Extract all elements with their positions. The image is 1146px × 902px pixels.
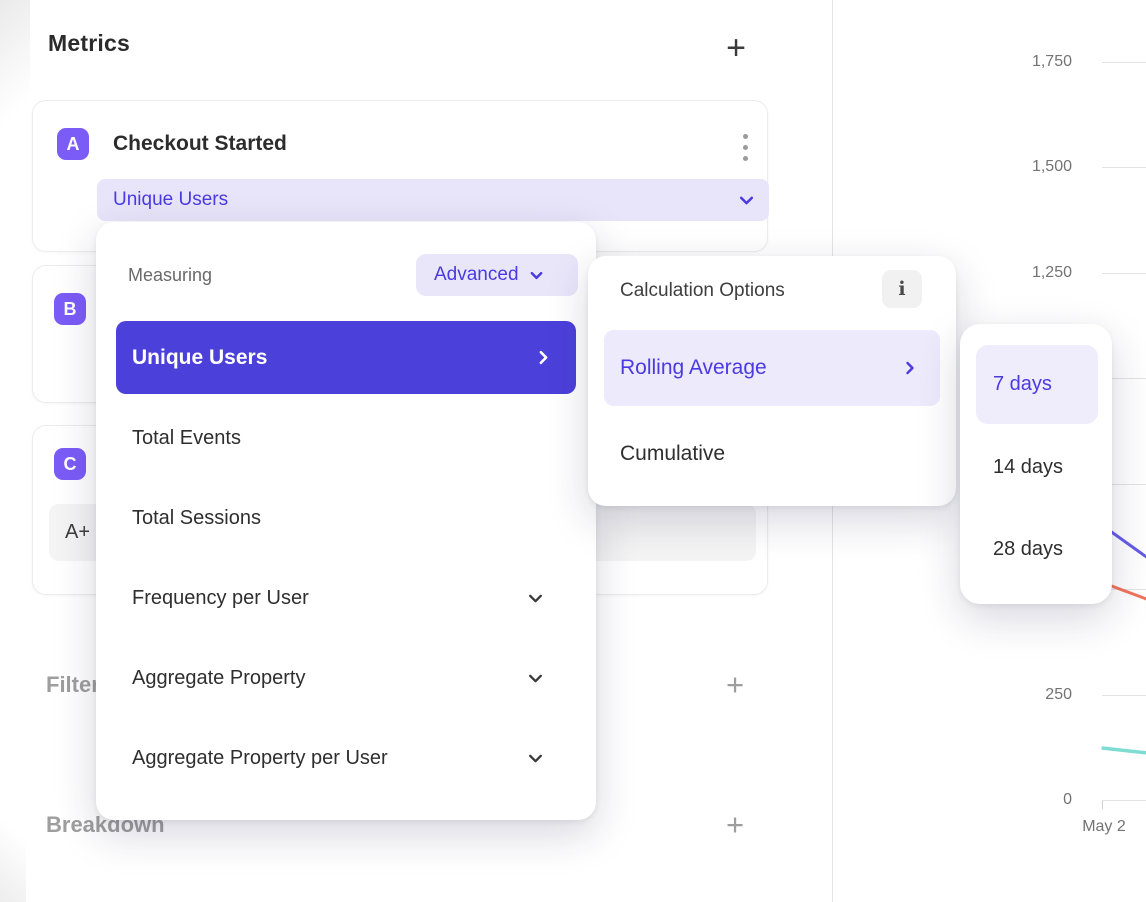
chevron-down-icon [738,192,755,209]
menu-item-total-events[interactable]: Total Events [132,426,241,449]
y-tick-label: 250 [1045,685,1072,703]
measuring-mode-value: Advanced [434,264,519,285]
measurement-select[interactable]: Unique Users [97,179,769,221]
measuring-mode-dropdown[interactable]: Advanced [416,254,578,296]
chevron-down-icon [529,268,544,283]
measuring-label: Measuring [128,265,213,285]
menu-item-unique-users[interactable]: Unique Users [116,321,576,394]
y-tick-label: 1,500 [1031,158,1072,176]
metric-b-badge: B [54,293,86,325]
page-edge-fade-bottom [0,812,26,902]
chevron-down-icon [527,750,544,767]
measurement-select-value: Unique Users [113,189,229,210]
chevron-down-icon [527,670,544,687]
gridline-1750 [1102,62,1146,63]
info-icon[interactable]: i [882,270,922,308]
page-title: Metrics [48,30,130,56]
chevron-right-icon [902,360,918,376]
metric-c-formula-value: A+ [65,521,91,543]
metric-c-badge: C [54,448,86,480]
add-metric-button[interactable]: + [726,29,746,67]
menu-item-7-days[interactable]: 7 days [976,345,1098,424]
y-tick-label: 0 [1063,791,1072,808]
measuring-menu-popover: Measuring Advanced Unique Users Total Ev… [96,222,596,820]
gridline-0 [1102,800,1146,801]
gridline-1500 [1102,167,1146,169]
menu-item-aggregate-property[interactable]: Aggregate Property [96,638,596,718]
chart-line-teal [1101,746,1146,755]
rolling-window-popover: 7 days 14 days 28 days [960,324,1112,604]
y-tick-label: 1,250 [1031,263,1072,281]
metric-a-options-kebab-icon[interactable] [723,127,767,167]
y-tick-label: 1,750 [1031,53,1072,70]
menu-item-14-days[interactable]: 14 days [993,455,1064,478]
metric-a-title: Checkout Started [113,132,287,155]
add-filter-button[interactable]: + [725,666,745,702]
chevron-down-icon [527,590,544,607]
menu-item-frequency-per-user[interactable]: Frequency per User [96,558,596,638]
menu-item-total-sessions[interactable]: Total Sessions [132,506,261,529]
gridline-250 [1102,694,1146,696]
chevron-right-icon [535,349,552,366]
metric-a-badge: A [57,128,89,160]
chart-x-tick-mark [1102,800,1103,809]
menu-item-cumulative[interactable]: Cumulative [620,442,726,465]
chart-x-tick-label: May 2 [1082,818,1126,835]
menu-item-28-days[interactable]: 28 days [993,537,1064,560]
menu-item-rolling-average[interactable]: Rolling Average [604,330,940,406]
gridline-1250 [1102,272,1146,274]
page-edge-fade-top [0,0,30,140]
add-breakdown-button[interactable]: + [725,806,745,842]
calculation-options-popover: Calculation Options i Rolling Average Cu… [588,256,956,506]
calculation-options-title: Calculation Options [620,280,785,301]
menu-item-aggregate-property-per-user[interactable]: Aggregate Property per User [96,718,596,798]
